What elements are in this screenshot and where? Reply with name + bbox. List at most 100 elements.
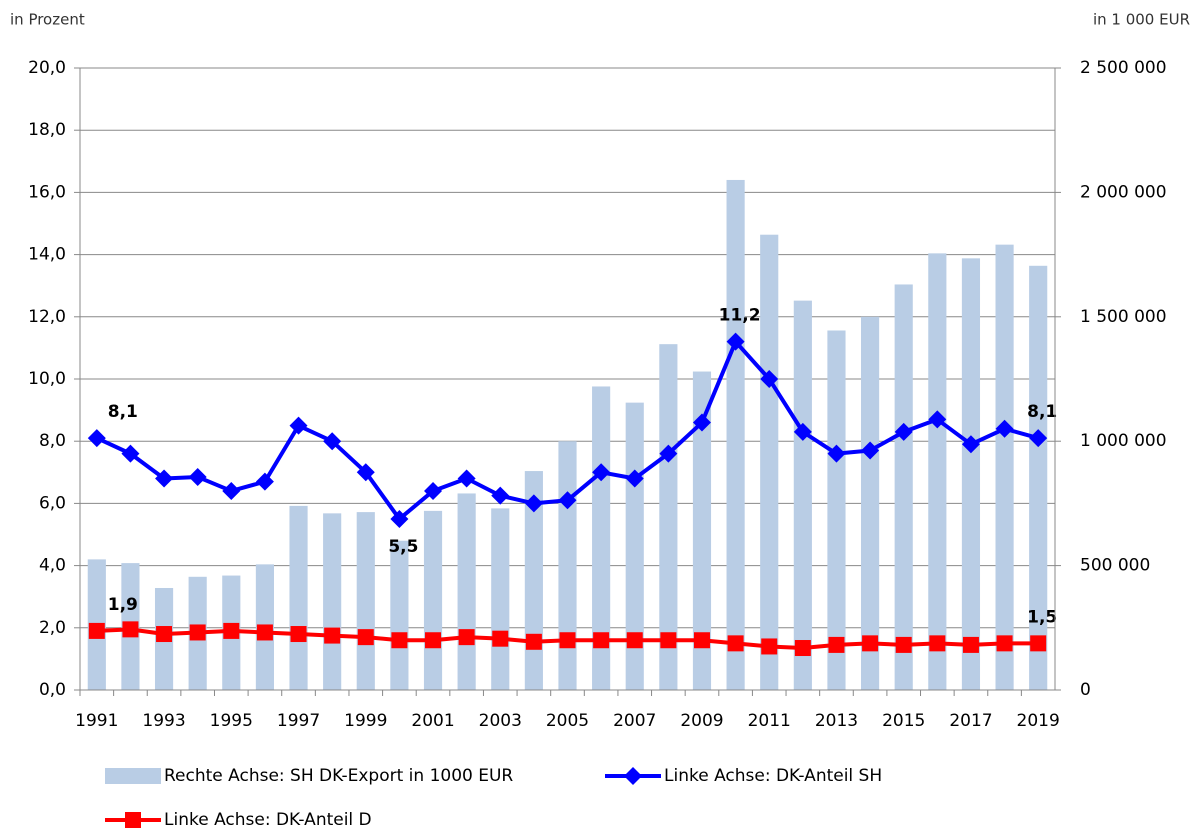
marker	[626, 632, 643, 649]
marker	[223, 622, 240, 639]
x-tick-label: 2019	[1017, 711, 1060, 731]
x-tick-label: 1997	[277, 711, 320, 731]
bar	[491, 508, 510, 690]
y-tick-label: 12,0	[28, 307, 66, 327]
marker	[593, 632, 610, 649]
data-label: 1,5	[1027, 607, 1057, 627]
x-tick-label: 2001	[411, 711, 454, 731]
y-tick-label: 2,0	[39, 618, 66, 638]
marker	[390, 509, 409, 528]
data-label: 5,5	[388, 537, 418, 557]
x-tick-label: 2011	[748, 711, 791, 731]
marker	[693, 632, 710, 649]
marker	[760, 370, 779, 388]
marker	[491, 486, 510, 505]
bar	[961, 258, 981, 690]
marker	[290, 626, 307, 643]
marker	[961, 435, 980, 454]
bar	[1029, 265, 1048, 690]
bar	[592, 386, 611, 690]
marker	[894, 422, 913, 441]
marker	[492, 630, 509, 647]
legend-marker	[624, 767, 642, 785]
marker	[256, 624, 273, 641]
marker	[995, 419, 1014, 438]
marker	[222, 481, 241, 500]
bar	[726, 179, 745, 690]
marker	[928, 410, 947, 429]
y2-tick-label: 2 000 000	[1080, 182, 1167, 202]
x-tick-label: 2009	[680, 711, 723, 731]
marker	[726, 332, 745, 351]
y-tick-label: 4,0	[39, 556, 66, 576]
marker	[356, 463, 375, 482]
marker	[592, 463, 611, 482]
marker	[794, 640, 811, 657]
marker	[962, 636, 979, 653]
bar	[323, 513, 342, 690]
x-tick-label: 2013	[815, 711, 858, 731]
marker	[189, 624, 206, 641]
marker	[1029, 429, 1048, 448]
marker	[793, 422, 812, 441]
legend-label: Linke Achse: DK-Anteil SH	[664, 766, 882, 786]
data-label: 11,2	[719, 306, 761, 326]
marker	[188, 467, 207, 486]
marker	[425, 632, 442, 649]
bar	[894, 284, 913, 690]
bar	[793, 300, 812, 690]
marker	[524, 494, 543, 513]
bar	[760, 234, 779, 691]
x-tick-label: 2005	[546, 711, 589, 731]
marker	[121, 444, 140, 463]
marker	[827, 444, 846, 463]
bar	[928, 253, 947, 690]
x-tick-label: 1999	[344, 711, 387, 731]
x-tick-label: 2015	[882, 711, 925, 731]
marker	[862, 635, 879, 652]
marker	[861, 441, 880, 460]
x-tick-label: 1995	[210, 711, 253, 731]
marker	[122, 621, 139, 638]
marker	[323, 432, 342, 451]
marker	[289, 416, 308, 435]
data-label: 1,9	[108, 595, 138, 615]
bar	[827, 330, 846, 690]
marker	[457, 469, 476, 488]
legend-marker	[125, 812, 141, 828]
marker	[324, 627, 341, 644]
x-tick-label: 1991	[75, 711, 118, 731]
bar	[289, 505, 308, 690]
y-tick-label: 10,0	[28, 369, 66, 389]
y-tick-label: 20,0	[28, 58, 66, 78]
bar	[356, 512, 375, 690]
marker	[692, 413, 711, 432]
marker	[458, 629, 475, 646]
y2-axis-title: in 1 000 EUR	[1093, 11, 1190, 29]
bar	[861, 316, 880, 690]
marker	[929, 635, 946, 652]
x-tick-label: 1993	[142, 711, 185, 731]
y2-tick-label: 1 000 000	[1080, 431, 1167, 451]
marker	[660, 632, 677, 649]
y-axis-title: in Prozent	[10, 11, 85, 29]
bar	[457, 493, 476, 690]
marker	[88, 622, 105, 639]
data-label: 8,1	[1027, 402, 1057, 422]
y-tick-label: 14,0	[28, 245, 66, 265]
marker	[727, 635, 744, 652]
legend-label: Rechte Achse: SH DK-Export in 1000 EUR	[164, 766, 513, 786]
y2-tick-label: 2 500 000	[1080, 58, 1167, 78]
y-tick-label: 16,0	[28, 182, 66, 202]
y2-tick-label: 500 000	[1080, 556, 1150, 576]
legend-label: Linke Achse: DK-Anteil D	[164, 810, 372, 830]
marker	[895, 636, 912, 653]
x-tick-label: 2007	[613, 711, 656, 731]
y2-tick-label: 1 500 000	[1080, 307, 1167, 327]
marker	[155, 469, 174, 488]
x-tick-label: 2003	[479, 711, 522, 731]
marker	[391, 632, 408, 649]
marker	[1030, 635, 1047, 652]
y-tick-label: 18,0	[28, 120, 66, 140]
